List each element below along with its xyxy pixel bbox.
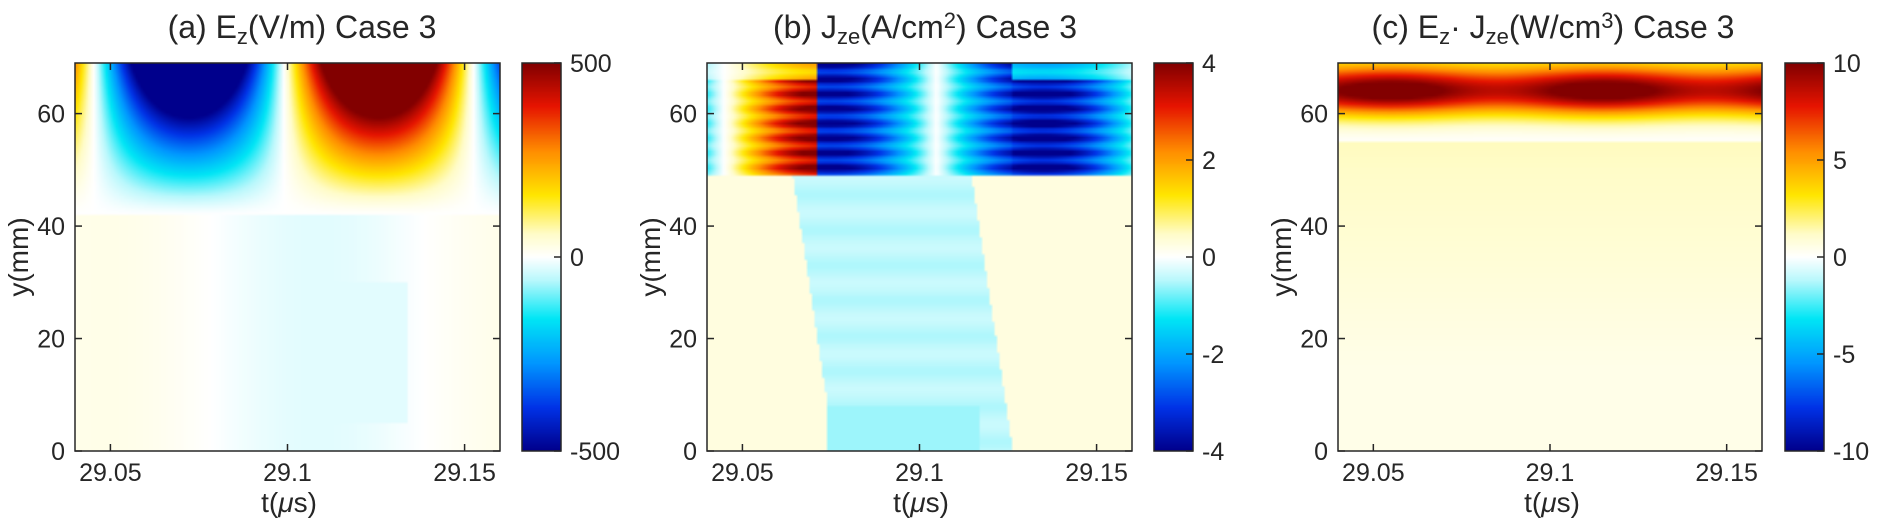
panel-a-colorbar-ticks: -500 0 500 [554,50,620,466]
y-tick-label: 40 [1300,213,1328,241]
y-tick-label: 60 [37,101,65,129]
x-tick-label: 29.1 [1526,459,1575,487]
colorbar-tick-label: 0 [1833,244,1847,272]
y-tick-label: 20 [669,326,697,354]
panel-b-heatmap [707,63,1132,451]
x-tick-label: 29.15 [1065,459,1128,487]
y-tick-label: 0 [1314,438,1328,466]
y-tick-label: 60 [669,101,697,129]
panel-c-colorbar-ticks: -10 -5 0 5 10 [1817,50,1869,466]
colorbar-tick-label: 0 [570,244,584,272]
colorbar-tick-label: 500 [570,50,612,78]
panel-c-title: (c) Ez· Jze(W/cm3) Case 3 [1372,8,1735,49]
panel-a-title: (a) Ez(V/m) Case 3 [168,9,437,49]
colorbar-tick-label: -500 [570,438,620,466]
panel-b: (b) Jze(A/cm2) Case 3 29.05 29.1 29.150204… [635,8,1224,518]
colorbar-tick-label: -5 [1833,341,1855,369]
colorbar-tick-label: 5 [1833,147,1847,175]
panel-b-xlabel: t(μs) [893,487,949,518]
y-tick-label: 20 [37,326,65,354]
colorbar-tick-label: 2 [1202,147,1216,175]
x-tick-label: 29.05 [79,459,142,487]
panel-c-ylabel: y(mm) [1266,217,1297,296]
y-tick-label: 40 [669,213,697,241]
panel-b-colorbar-ticks: -4 -2 0 2 4 [1186,50,1224,466]
y-tick-label: 60 [1300,101,1328,129]
panel-a-ylabel: y(mm) [3,217,34,296]
panel-c-xlabel: t(μs) [1524,487,1580,518]
y-tick-label: 40 [37,213,65,241]
x-tick-label: 29.05 [1342,459,1405,487]
y-tick-label: 0 [683,438,697,466]
panel-b-ylabel: y(mm) [635,217,666,296]
panel-c-ticks: 29.05 29.1 29.15 0 20 40 60 [1300,63,1762,487]
x-tick-label: 29.15 [433,459,496,487]
x-tick-label: 29.15 [1695,459,1758,487]
colorbar-tick-label: -4 [1202,438,1224,466]
y-tick-label: 0 [51,438,65,466]
panel-a-xlabel: t(μs) [261,487,317,518]
x-tick-label: 29.1 [895,459,944,487]
colorbar-tick-label: -2 [1202,341,1224,369]
colorbar-tick-label: 4 [1202,50,1216,78]
y-tick-label: 20 [1300,326,1328,354]
panel-b-title: (b) Jze(A/cm2) Case 3 [773,8,1077,49]
panel-a-ticks: 29.05 29.1 29.15 0 20 40 60 [37,63,500,487]
panel-c: (c) Ez· Jze(W/cm3) Case 3 29.05 29.1 29.15… [1266,8,1869,518]
panel-a: (a) Ez(V/m) Case 3 29.05 29.1 29.15 0 20 40 60… [3,9,620,518]
panel-a-heatmap [75,63,500,451]
panel-c-heatmap [1338,63,1762,451]
colorbar-tick-label: 10 [1833,50,1861,78]
panel-b-ticks: 29.05 29.1 29.15 0 20 40 60 [669,63,1132,487]
x-tick-label: 29.1 [263,459,312,487]
x-tick-label: 29.05 [711,459,774,487]
colorbar-tick-label: -10 [1833,438,1869,466]
colorbar-tick-label: 0 [1202,244,1216,272]
